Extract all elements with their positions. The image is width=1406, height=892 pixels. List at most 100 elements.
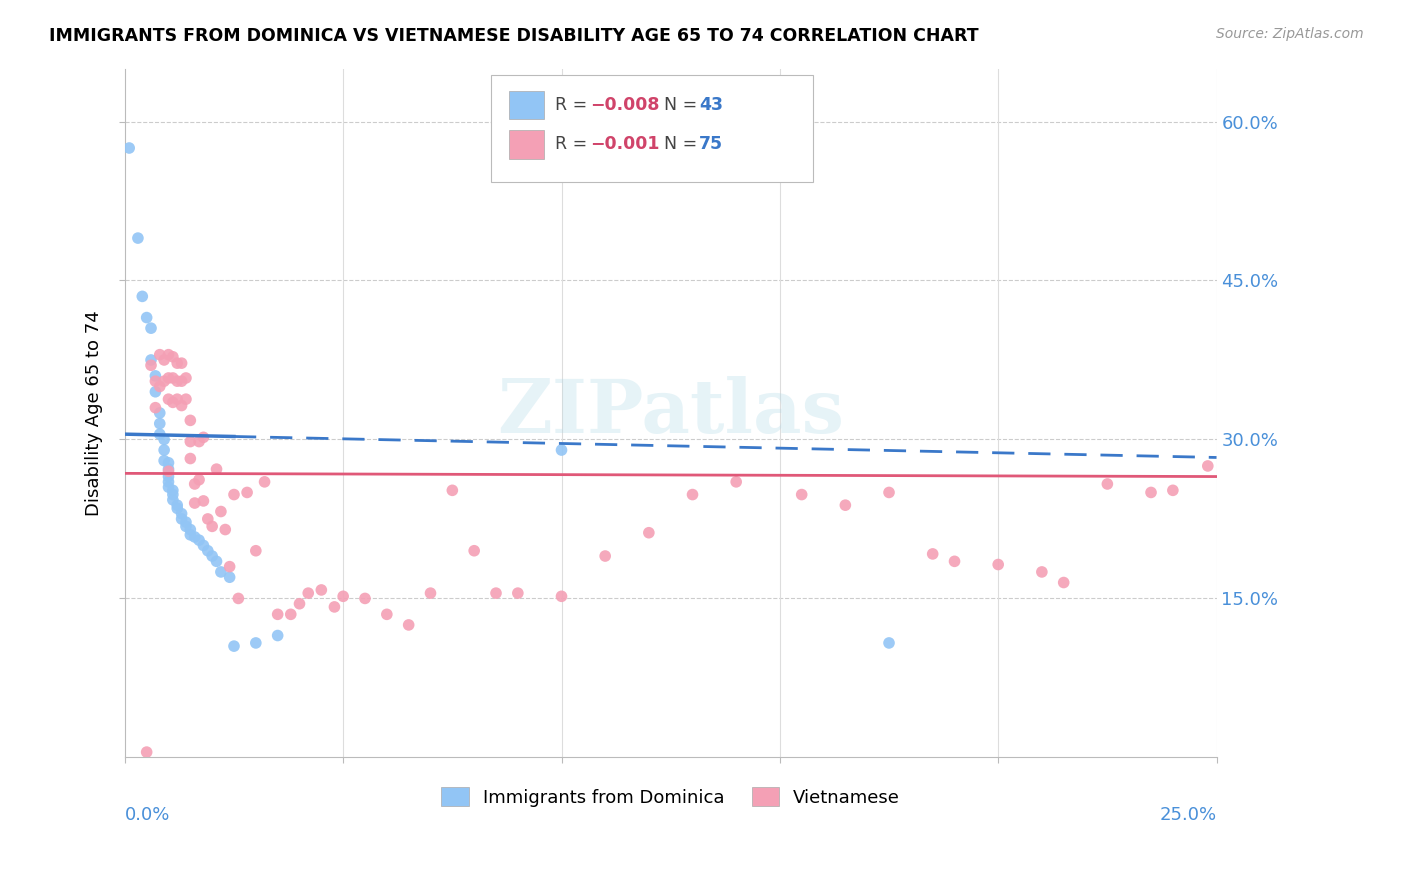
Point [1161, 483, 1184, 498]
FancyBboxPatch shape [509, 130, 544, 159]
Point [170, 512, 193, 526]
Point [987, 558, 1010, 572]
Point [197, 512, 219, 526]
Point [877, 636, 900, 650]
Point [236, 485, 259, 500]
Point [288, 597, 311, 611]
Point [506, 586, 529, 600]
Point [193, 538, 215, 552]
Point [218, 570, 240, 584]
Point [245, 636, 267, 650]
Point [149, 427, 172, 442]
Point [209, 565, 232, 579]
Point [139, 321, 162, 335]
Text: −0.008: −0.008 [591, 96, 659, 114]
Text: 0.0%: 0.0% [125, 805, 170, 823]
Point [153, 353, 176, 368]
Point [179, 413, 201, 427]
Point [193, 430, 215, 444]
Point [183, 496, 205, 510]
Point [188, 473, 211, 487]
Text: −0.001: −0.001 [591, 136, 659, 153]
Point [637, 525, 659, 540]
Point [183, 477, 205, 491]
Point [153, 443, 176, 458]
Point [188, 434, 211, 449]
Point [485, 586, 508, 600]
Point [149, 379, 172, 393]
Point [398, 618, 420, 632]
Point [245, 543, 267, 558]
Point [166, 356, 188, 370]
Point [135, 745, 157, 759]
Point [463, 543, 485, 558]
Point [253, 475, 276, 489]
Text: R =: R = [555, 136, 593, 153]
Text: N =: N = [664, 96, 703, 114]
Point [135, 310, 157, 325]
Point [149, 417, 172, 431]
Point [593, 549, 616, 563]
Point [179, 451, 201, 466]
Point [127, 231, 149, 245]
Text: R =: R = [555, 96, 593, 114]
Point [139, 353, 162, 368]
Point [157, 462, 180, 476]
Point [280, 607, 302, 622]
Point [118, 141, 141, 155]
Point [332, 590, 354, 604]
Point [170, 356, 193, 370]
Point [139, 358, 162, 372]
Point [201, 519, 224, 533]
Point [266, 628, 288, 642]
Point [174, 371, 197, 385]
Point [157, 464, 180, 478]
Point [550, 590, 572, 604]
Point [149, 406, 172, 420]
Point [166, 392, 188, 407]
Point [222, 639, 245, 653]
Point [323, 599, 346, 614]
Text: 43: 43 [699, 96, 723, 114]
Point [170, 374, 193, 388]
Point [1031, 565, 1053, 579]
Point [153, 453, 176, 467]
Point [166, 498, 188, 512]
Text: 75: 75 [699, 136, 723, 153]
Point [170, 399, 193, 413]
Point [1140, 485, 1163, 500]
Text: Source: ZipAtlas.com: Source: ZipAtlas.com [1216, 27, 1364, 41]
Point [375, 607, 398, 622]
Legend: Immigrants from Dominica, Vietnamese: Immigrants from Dominica, Vietnamese [434, 780, 907, 814]
Point [921, 547, 943, 561]
Point [179, 434, 201, 449]
Point [201, 549, 224, 563]
Point [197, 543, 219, 558]
Point [790, 487, 813, 501]
Point [157, 456, 180, 470]
Point [266, 607, 288, 622]
Point [157, 480, 180, 494]
Point [877, 485, 900, 500]
Point [170, 507, 193, 521]
Point [162, 487, 184, 501]
Point [162, 350, 184, 364]
Point [149, 348, 172, 362]
Point [682, 487, 704, 501]
Point [943, 554, 966, 568]
Point [297, 586, 319, 600]
Point [311, 582, 333, 597]
Point [218, 559, 240, 574]
Text: ZIPatlas: ZIPatlas [498, 376, 844, 450]
Point [419, 586, 441, 600]
Point [157, 392, 180, 407]
Point [209, 504, 232, 518]
Point [131, 289, 153, 303]
Y-axis label: Disability Age 65 to 74: Disability Age 65 to 74 [86, 310, 103, 516]
Point [183, 530, 205, 544]
Text: IMMIGRANTS FROM DOMINICA VS VIETNAMESE DISABILITY AGE 65 TO 74 CORRELATION CHART: IMMIGRANTS FROM DOMINICA VS VIETNAMESE D… [49, 27, 979, 45]
Point [162, 483, 184, 498]
Point [205, 462, 228, 476]
Point [834, 498, 856, 512]
Point [441, 483, 464, 498]
